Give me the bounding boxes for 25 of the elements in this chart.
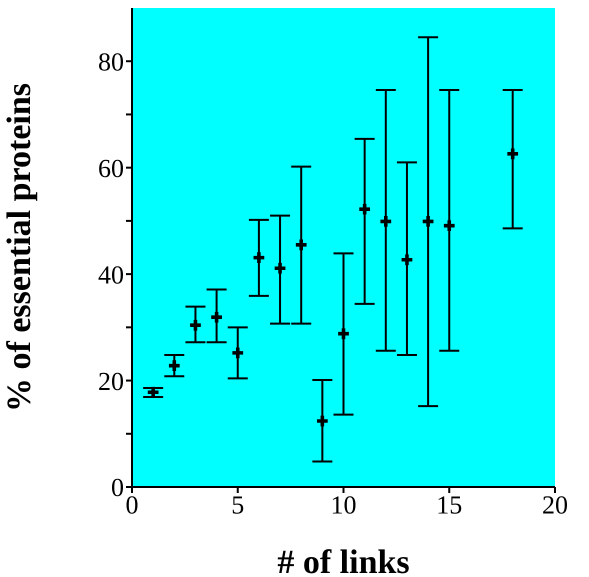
x-tick-label: 5 bbox=[231, 490, 244, 520]
x-tick-label: 15 bbox=[436, 490, 462, 520]
point bbox=[507, 148, 518, 160]
point bbox=[316, 416, 328, 426]
y-tick-label: 20 bbox=[98, 366, 124, 396]
point bbox=[402, 254, 412, 266]
x-tick-label: 10 bbox=[330, 490, 356, 520]
point bbox=[338, 328, 349, 340]
point bbox=[296, 239, 307, 250]
point bbox=[232, 348, 244, 358]
y-tick-label: 40 bbox=[98, 260, 124, 290]
point bbox=[190, 320, 201, 331]
y-axis-title: % of essential proteins bbox=[1, 83, 38, 412]
point bbox=[359, 204, 370, 215]
point bbox=[168, 360, 180, 372]
y-tick-label: 80 bbox=[98, 47, 124, 76]
x-tick-label: 20 bbox=[542, 490, 568, 520]
point bbox=[444, 220, 455, 232]
y-tick-label: 60 bbox=[98, 154, 124, 183]
point bbox=[211, 312, 222, 323]
point bbox=[422, 216, 434, 227]
point bbox=[274, 262, 286, 274]
point bbox=[254, 252, 264, 263]
x-axis-title: # of links bbox=[277, 544, 410, 577]
point bbox=[380, 216, 392, 227]
